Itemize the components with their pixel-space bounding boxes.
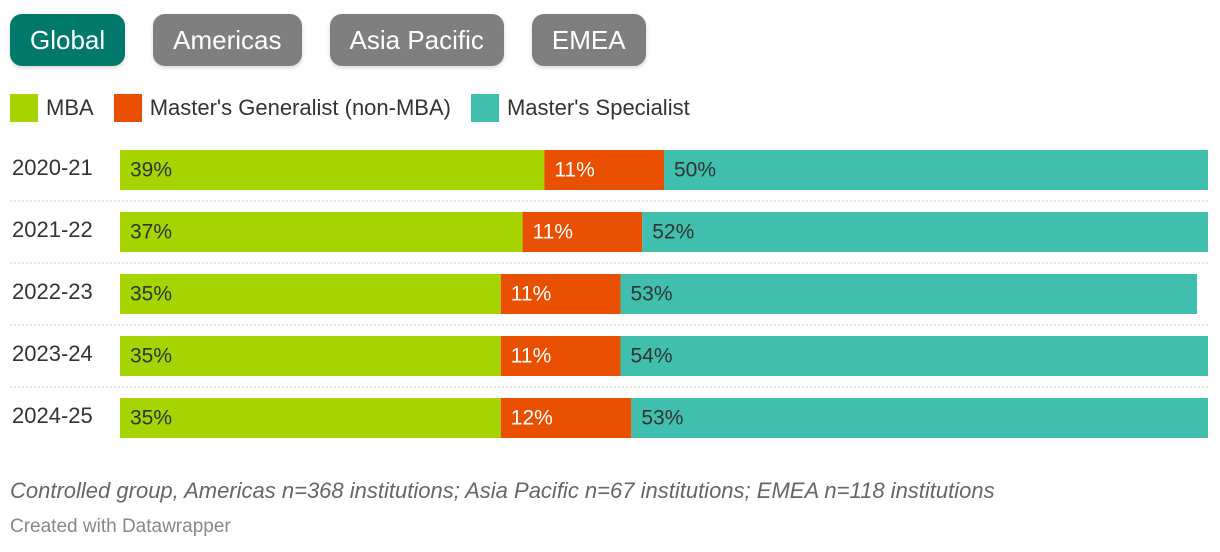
data-label-master-s-generalist-non-mba-2024-25: 12% — [511, 407, 553, 430]
data-label-master-s-specialist-2023-24: 54% — [630, 345, 672, 368]
legend-swatch-generalist — [113, 94, 142, 122]
data-label-mba-2021-22: 37% — [130, 221, 172, 244]
legend-item-specialist: Master's Specialist — [470, 94, 690, 122]
legend-label-generalist: Master's Generalist (non-MBA) — [149, 95, 451, 120]
chart-legend: MBA Master's Generalist (non-MBA) Master… — [10, 94, 710, 122]
category-label-2021-22: 2021-22 — [12, 217, 93, 242]
data-label-master-s-generalist-non-mba-2021-22: 11% — [533, 221, 573, 244]
legend-item-mba: MBA — [10, 94, 94, 122]
bar-master-s-specialist-2020-21 — [664, 150, 1208, 190]
bar-mba-2020-21 — [120, 150, 545, 190]
bar-master-s-generalist-non-mba-2022-23 — [500, 274, 621, 314]
data-label-mba-2020-21: 39% — [130, 159, 172, 182]
data-label-mba-2024-25: 35% — [130, 407, 172, 430]
data-label-master-s-specialist-2022-23: 53% — [630, 283, 672, 306]
data-label-master-s-specialist-2021-22: 52% — [652, 221, 694, 244]
legend-label-mba: MBA — [46, 95, 94, 120]
region-tabs: Global Americas Asia Pacific EMEA — [10, 14, 646, 66]
bar-master-s-specialist-2024-25 — [631, 398, 1208, 438]
data-label-master-s-specialist-2020-21: 50% — [674, 159, 716, 182]
data-label-master-s-generalist-non-mba-2020-21: 11% — [554, 159, 594, 182]
footnote: Controlled group, Americas n=368 institu… — [10, 478, 995, 503]
bar-master-s-generalist-non-mba-2023-24 — [500, 336, 621, 376]
category-label-2020-21: 2020-21 — [12, 155, 93, 180]
data-label-mba-2023-24: 35% — [130, 345, 172, 368]
bar-master-s-specialist-2023-24 — [620, 336, 1208, 376]
data-label-master-s-generalist-non-mba-2023-24: 11% — [511, 345, 551, 368]
tab-asia-pacific[interactable]: Asia Pacific — [329, 14, 504, 66]
tab-americas[interactable]: Americas — [153, 14, 302, 66]
bar-mba-2022-23 — [120, 274, 501, 314]
tab-emea[interactable]: EMEA — [531, 14, 646, 66]
bar-mba-2024-25 — [120, 398, 501, 438]
stacked-bar-chart: 2020-21 39% 11% 50% 2021-22 37% 11% 52% 2022-23 3… — [10, 150, 1208, 438]
data-label-master-s-generalist-non-mba-2022-23: 11% — [511, 283, 551, 306]
category-label-2023-24: 2023-24 — [12, 341, 93, 366]
data-label-master-s-specialist-2024-25: 53% — [641, 407, 683, 430]
legend-item-generalist: Master's Generalist (non-MBA) — [113, 94, 451, 122]
legend-label-specialist: Master's Specialist — [506, 95, 690, 120]
bar-mba-2021-22 — [120, 212, 523, 252]
bar-master-s-specialist-2021-22 — [642, 212, 1208, 252]
data-label-mba-2022-23: 35% — [130, 283, 172, 306]
bar-master-s-generalist-non-mba-2021-22 — [522, 212, 643, 252]
legend-swatch-mba — [10, 94, 38, 122]
category-label-2022-23: 2022-23 — [12, 279, 93, 304]
credit-line: Created with Datawrapper — [10, 516, 231, 537]
bar-master-s-generalist-non-mba-2020-21 — [544, 150, 664, 190]
tab-global[interactable]: Global — [10, 14, 126, 66]
bar-master-s-generalist-non-mba-2024-25 — [500, 398, 632, 438]
legend-swatch-specialist — [470, 94, 499, 122]
category-label-2024-25: 2024-25 — [12, 403, 93, 428]
bar-master-s-specialist-2022-23 — [620, 274, 1198, 314]
bar-mba-2023-24 — [120, 336, 501, 376]
